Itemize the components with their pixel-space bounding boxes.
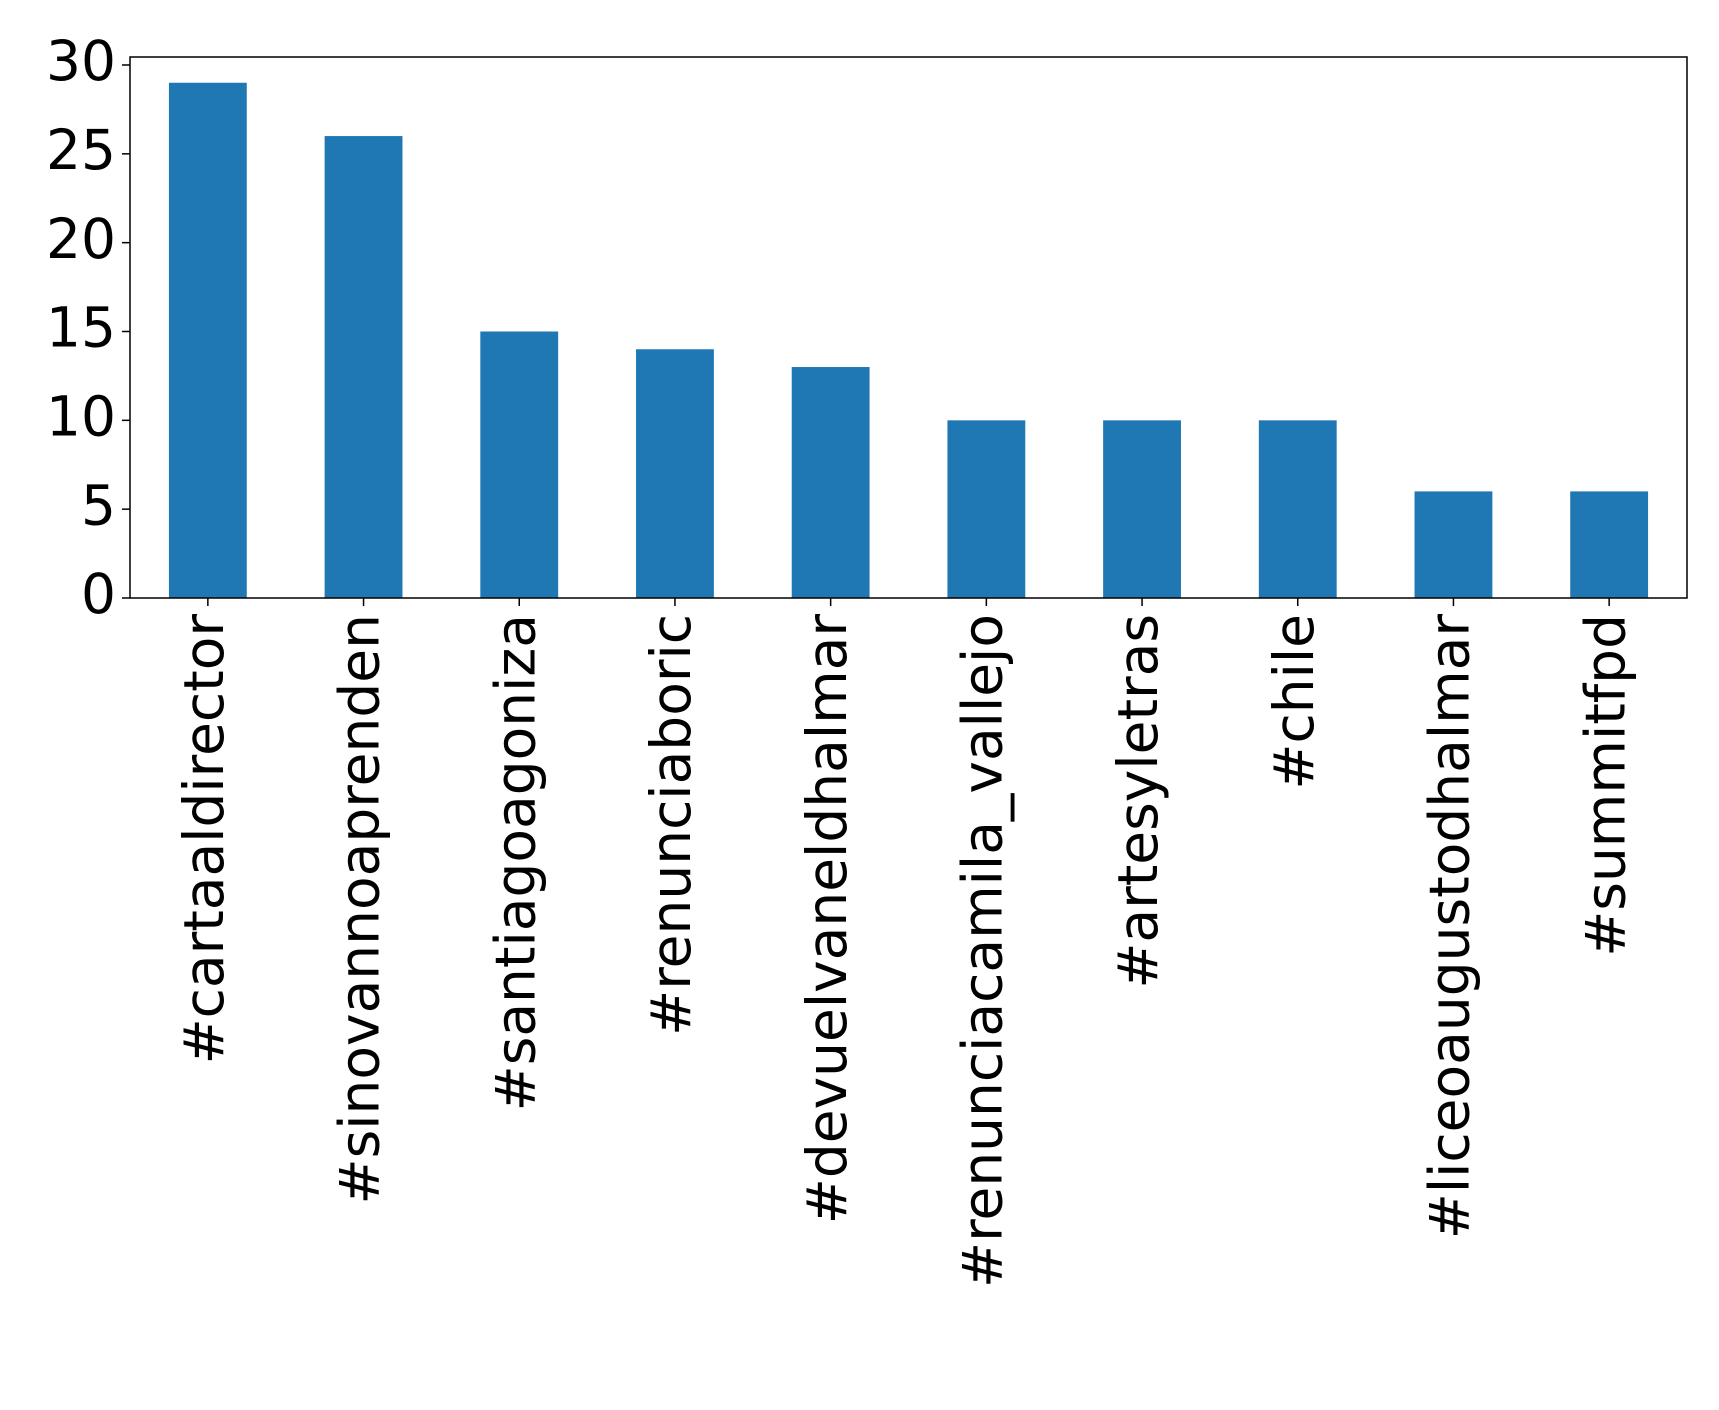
x-tick-label: #santiagoagoniza	[483, 614, 547, 1111]
x-tick-label: #devuelvaneldhalmar	[795, 614, 859, 1225]
y-tick-label: 5	[81, 473, 116, 537]
bar	[168, 82, 247, 598]
bar	[947, 420, 1026, 598]
bar	[636, 349, 714, 598]
y-tick-label: 20	[46, 207, 116, 271]
x-tick-label: #chile	[1262, 614, 1326, 790]
y-tick-label: 30	[46, 29, 116, 93]
x-tick-label: #liceoaugustodhalmar	[1418, 614, 1482, 1240]
x-tick-label: #artesyletras	[1106, 614, 1170, 989]
y-tick-label: 10	[46, 384, 116, 448]
y-tick-label: 15	[46, 296, 116, 360]
x-tick-label: #renunciacamila_vallejo	[950, 614, 1014, 1288]
plot-frame	[129, 56, 1688, 599]
bar	[1570, 491, 1649, 598]
x-tick-label: #summitfpd	[1573, 614, 1637, 957]
y-tick-label: 25	[46, 118, 116, 182]
bar	[480, 331, 559, 598]
x-tick-label: #cartaaldirector	[172, 614, 236, 1065]
bar	[1414, 491, 1493, 598]
x-tick-label: #sinovannoaprenden	[328, 614, 392, 1204]
bar	[1103, 420, 1181, 598]
bar	[1258, 420, 1337, 598]
x-tick-label: #renunciaboric	[639, 614, 703, 1036]
y-tick-label: 0	[81, 562, 116, 626]
bar	[791, 367, 870, 598]
bar	[324, 136, 403, 599]
